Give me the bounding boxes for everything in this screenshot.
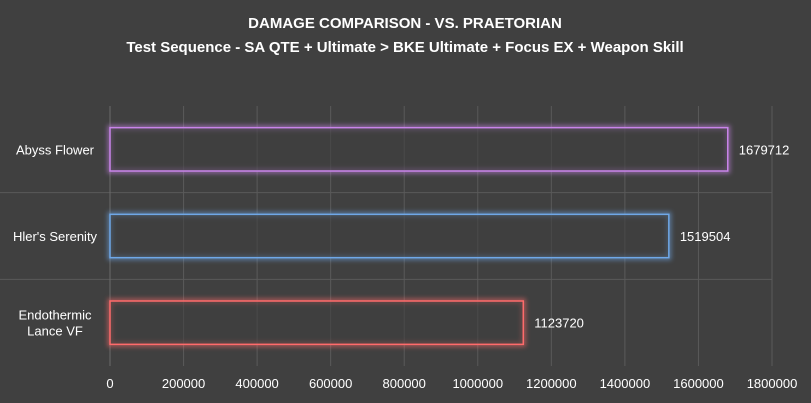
bars xyxy=(107,125,731,347)
x-tick-label: 1600000 xyxy=(673,376,724,391)
x-tick-label: 0 xyxy=(106,376,113,391)
chart-subtitle: Test Sequence - SA QTE + Ultimate > BKE … xyxy=(126,39,683,56)
bar xyxy=(109,126,729,172)
bar xyxy=(109,213,670,259)
category-label: Lance VF xyxy=(27,324,83,339)
x-tick-label: 600000 xyxy=(309,376,352,391)
x-tick-label: 1200000 xyxy=(526,376,577,391)
x-tick-label: 1800000 xyxy=(747,376,798,391)
x-tick-label: 1400000 xyxy=(600,376,651,391)
data-label: 1679712 xyxy=(739,142,790,157)
labels: 0 200000 400000 600000 800000 1000000 1200000 1… xyxy=(13,142,797,391)
x-tick-label: 800000 xyxy=(383,376,426,391)
data-label: 1123720 xyxy=(534,316,584,331)
x-tick-label: 400000 xyxy=(235,376,278,391)
data-label: 1519504 xyxy=(680,229,731,244)
chart-title: DAMAGE COMPARISON - VS. PRAETORIAN xyxy=(248,15,562,32)
x-tick-label: 200000 xyxy=(162,376,205,391)
x-tick-label: 1000000 xyxy=(452,376,503,391)
category-label: Hler's Serenity xyxy=(13,229,98,244)
category-label: Abyss Flower xyxy=(16,142,95,157)
category-label: Endothermic xyxy=(19,308,92,323)
bar xyxy=(109,300,525,346)
